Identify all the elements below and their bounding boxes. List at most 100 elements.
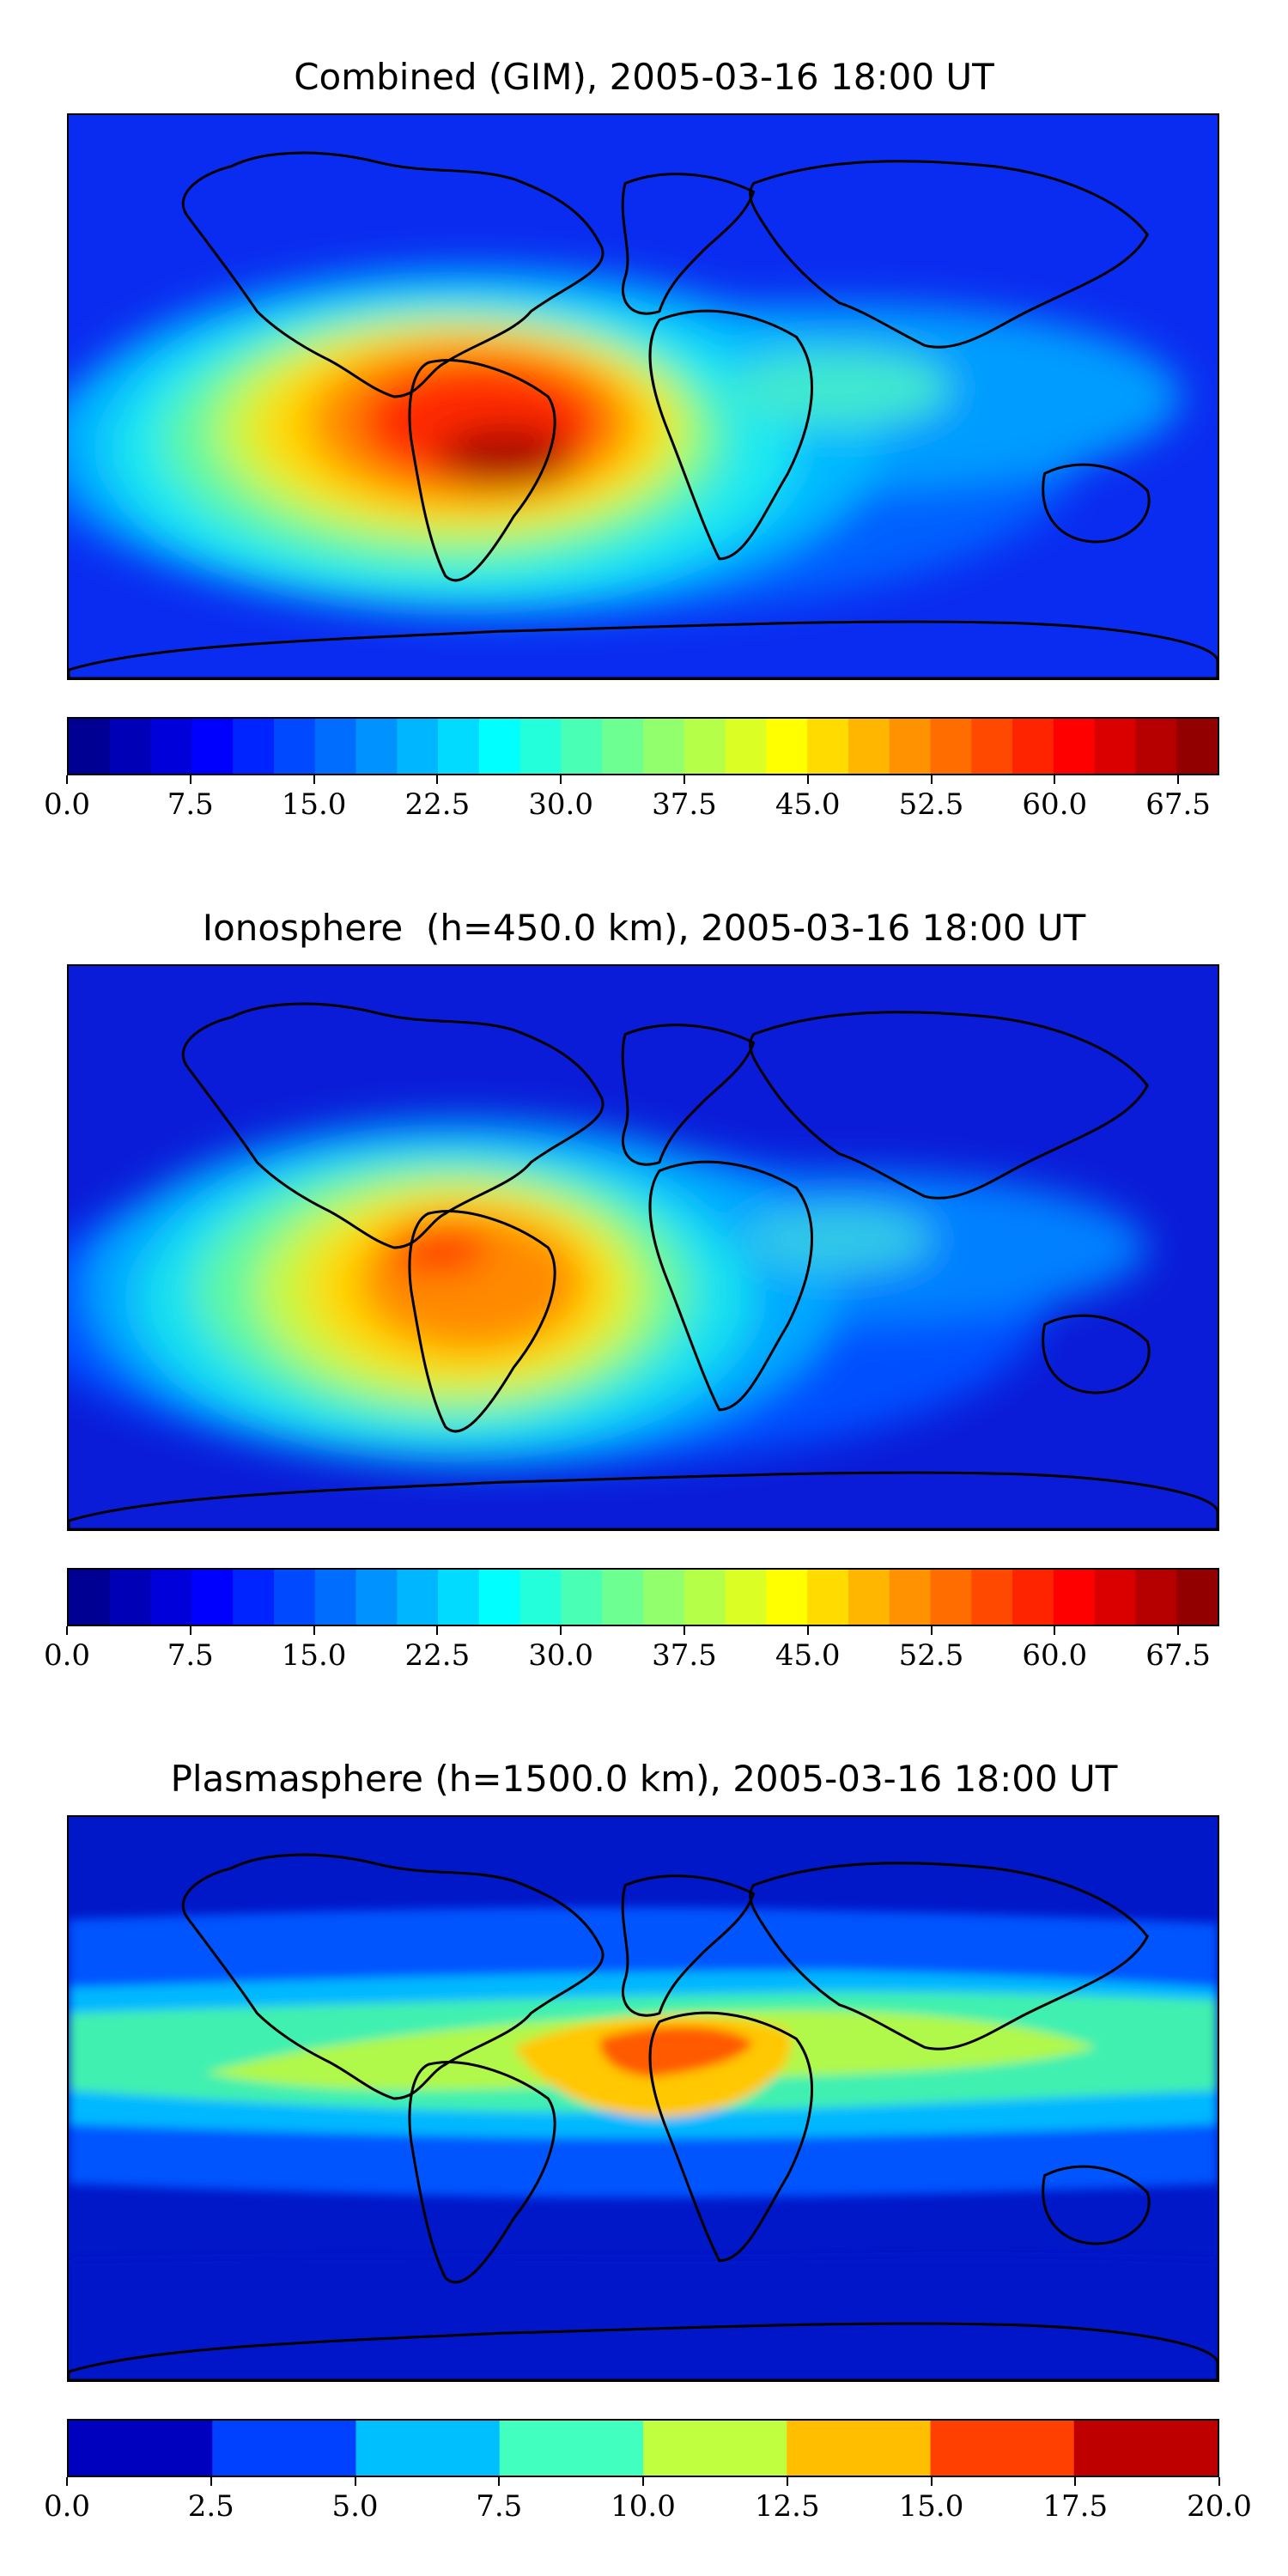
colorbar-1-level-9 bbox=[438, 719, 480, 774]
colorbar-3-level-6 bbox=[930, 2421, 1075, 2476]
colorbar-tick-mark bbox=[642, 2477, 644, 2486]
colorbar-tick-label: 37.5 bbox=[652, 787, 717, 822]
colorbar-1-level-3 bbox=[191, 719, 234, 774]
colorbar-1-level-8 bbox=[397, 719, 439, 774]
colorbar-tick-label: 15.0 bbox=[281, 787, 347, 822]
colorbar-2-level-26 bbox=[1135, 1570, 1177, 1625]
colorbar-tick-mark bbox=[313, 775, 315, 784]
panel-3-map bbox=[67, 1815, 1219, 2382]
coastlines-2 bbox=[69, 1002, 1218, 1529]
colorbar-tick-label: 12.5 bbox=[754, 2489, 820, 2524]
colorbar-tick-label: 15.0 bbox=[281, 1638, 347, 1673]
coastlines-3 bbox=[69, 1853, 1218, 2380]
colorbar-tick-mark bbox=[66, 1626, 68, 1635]
colorbar-tick-label: 10.0 bbox=[611, 2489, 676, 2524]
colorbar-tick-label: 60.0 bbox=[1022, 787, 1088, 822]
colorbar-2-level-19 bbox=[848, 1570, 890, 1625]
panel-2-colorbar bbox=[67, 1568, 1219, 1626]
colorbar-3-level-3 bbox=[499, 2421, 644, 2476]
colorbar-tick-mark bbox=[786, 2477, 788, 2486]
colorbar-3-swatches bbox=[69, 2421, 1218, 2476]
colorbar-tick-mark bbox=[354, 2477, 356, 2486]
colorbar-tick-mark bbox=[683, 775, 685, 784]
colorbar-tick-mark bbox=[66, 2477, 68, 2486]
colorbar-2-level-23 bbox=[1012, 1570, 1054, 1625]
colorbar-tick-mark bbox=[806, 775, 809, 784]
colorbar-1-level-6 bbox=[314, 719, 357, 774]
colorbar-2-level-22 bbox=[971, 1570, 1013, 1625]
colorbar-tick-label: 37.5 bbox=[652, 1638, 717, 1673]
colorbar-1-level-23 bbox=[1012, 719, 1054, 774]
colorbar-tick-mark bbox=[930, 2477, 933, 2486]
colorbar-1-level-18 bbox=[807, 719, 849, 774]
panel-3-colorbar bbox=[67, 2419, 1219, 2477]
panel-2-map bbox=[67, 964, 1219, 1531]
colorbar-1-level-19 bbox=[848, 719, 890, 774]
colorbar-tick-label: 30.0 bbox=[528, 1638, 593, 1673]
colorbar-1-level-5 bbox=[273, 719, 316, 774]
colorbar-3-level-7 bbox=[1073, 2421, 1218, 2476]
panel-2-colorbar-ticks: 0.0 7.5 15.0 22.5 30.0 37.5 45.0 52.5 60.0 67.5 bbox=[44, 1626, 1219, 1673]
colorbar-tick-mark bbox=[1054, 1626, 1056, 1635]
colorbar-1-level-16 bbox=[725, 719, 767, 774]
colorbar-tick-label: 22.5 bbox=[404, 1638, 471, 1673]
colorbar-2-level-4 bbox=[233, 1570, 275, 1625]
panel-2-title: Ionosphere (h=450.0 km), 2005-03-16 18:0… bbox=[202, 907, 1086, 949]
colorbar-tick-mark bbox=[436, 1626, 439, 1635]
colorbar-tick-label: 17.5 bbox=[1042, 2489, 1109, 2524]
colorbar-1-level-21 bbox=[930, 719, 972, 774]
colorbar-2-level-20 bbox=[889, 1570, 932, 1625]
colorbar-2-level-25 bbox=[1094, 1570, 1137, 1625]
colorbar-tick-label: 15.0 bbox=[898, 2489, 964, 2524]
colorbar-2-level-13 bbox=[602, 1570, 644, 1625]
colorbar-tick-label: 60.0 bbox=[1022, 1638, 1088, 1673]
colorbar-1-level-24 bbox=[1053, 719, 1096, 774]
colorbar-2-level-5 bbox=[273, 1570, 316, 1625]
colorbar-tick-mark bbox=[189, 775, 191, 784]
colorbar-3-level-4 bbox=[643, 2421, 787, 2476]
colorbar-1-level-17 bbox=[766, 719, 808, 774]
colorbar-tick-mark bbox=[1054, 775, 1056, 784]
colorbar-tick-label: 22.5 bbox=[404, 787, 471, 822]
coastlines-1 bbox=[69, 151, 1218, 678]
colorbar-1-level-10 bbox=[478, 719, 521, 774]
panel-3-colorbar-ticks: 0.0 2.5 5.0 7.5 10.0 12.5 15.0 17.5 20.0 bbox=[44, 2477, 1252, 2524]
colorbar-tick-mark bbox=[806, 1626, 809, 1635]
colorbar-tick-label: 5.0 bbox=[331, 2489, 379, 2524]
colorbar-tick-label: 45.0 bbox=[775, 787, 841, 822]
ionosphere-tec-map bbox=[69, 966, 1218, 1529]
colorbar-2-level-10 bbox=[478, 1570, 521, 1625]
colorbar-tick-mark bbox=[189, 1626, 191, 1635]
colorbar-1-level-20 bbox=[889, 719, 932, 774]
colorbar-1-level-11 bbox=[519, 719, 562, 774]
panel-3-title: Plasmasphere (h=1500.0 km), 2005-03-16 1… bbox=[170, 1758, 1118, 1800]
colorbar-1-level-15 bbox=[683, 719, 726, 774]
colorbar-2-level-3 bbox=[191, 1570, 234, 1625]
colorbar-2-level-15 bbox=[683, 1570, 726, 1625]
colorbar-1-swatches bbox=[69, 719, 1218, 774]
colorbar-tick-label: 0.0 bbox=[43, 2489, 91, 2524]
colorbar-2-level-6 bbox=[314, 1570, 357, 1625]
colorbar-tick-mark bbox=[930, 1626, 933, 1635]
colorbar-2-level-1 bbox=[109, 1570, 152, 1625]
colorbar-1-level-27 bbox=[1176, 719, 1218, 774]
colorbar-1-level-1 bbox=[109, 719, 152, 774]
colorbar-tick-mark bbox=[560, 775, 562, 784]
plasmasphere-tec-map bbox=[69, 1817, 1218, 2380]
colorbar-1-level-22 bbox=[971, 719, 1013, 774]
colorbar-1-level-0 bbox=[69, 719, 111, 774]
colorbar-tick-label: 52.5 bbox=[898, 1638, 964, 1673]
colorbar-tick-label: 52.5 bbox=[898, 787, 964, 822]
panel-1-title: Combined (GIM), 2005-03-16 18:00 UT bbox=[294, 56, 994, 98]
colorbar-2-level-11 bbox=[519, 1570, 562, 1625]
colorbar-tick-mark bbox=[930, 775, 933, 784]
colorbar-tick-label: 45.0 bbox=[775, 1638, 841, 1673]
colorbar-tick-mark bbox=[683, 1626, 685, 1635]
colorbar-2-level-21 bbox=[930, 1570, 972, 1625]
colorbar-tick-mark bbox=[313, 1626, 315, 1635]
colorbar-1-level-13 bbox=[602, 719, 644, 774]
colorbar-1-level-7 bbox=[355, 719, 398, 774]
colorbar-1-level-14 bbox=[643, 719, 685, 774]
colorbar-3-level-1 bbox=[212, 2421, 357, 2476]
combined-tec-map bbox=[69, 115, 1218, 678]
